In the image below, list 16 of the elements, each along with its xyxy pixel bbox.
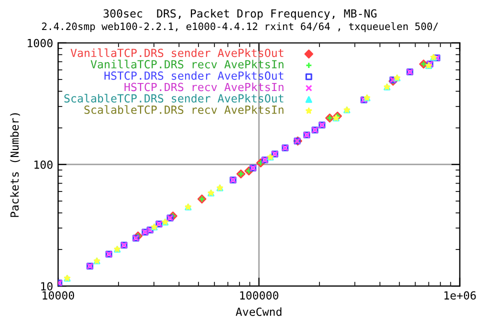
chart-title: 300sec DRS, Packet Drop Frequency, MB-NG [104, 9, 376, 20]
legend-label: VanillaTCP.DRS recv AvePktsIn [90, 60, 284, 68]
legend-label: HSTCP.DRS recv AvePktsIn [124, 82, 284, 92]
y-tick-label: 100 [34, 160, 52, 169]
x-tick-label: 1e+06 [444, 291, 476, 300]
chart-subtitle: 2.4.20smp web100-2.2.1, e1000-4.4.12 rxint 64/64 , txqueuelen 500/ [42, 22, 438, 32]
x-tick-label: 100000 [240, 291, 278, 300]
y-tick-label: 10 [41, 282, 52, 290]
x-axis-title: AveCwnd [236, 307, 282, 316]
y-tick-label: 1000 [28, 38, 52, 48]
legend-label: VanillaTCP.DRS sender AvePktsOut [70, 48, 284, 58]
y-axis-title: Packets (Number) [10, 113, 20, 217]
legend-label: ScalableTCP.DRS recv AvePktsIn [84, 105, 284, 114]
legend-label: HSTCP.DRS sender AvePktsOut [104, 71, 284, 80]
legend-label: ScalableTCP.DRS sender AvePktsOut [64, 94, 284, 103]
x-tick-label: 10000 [42, 291, 74, 300]
